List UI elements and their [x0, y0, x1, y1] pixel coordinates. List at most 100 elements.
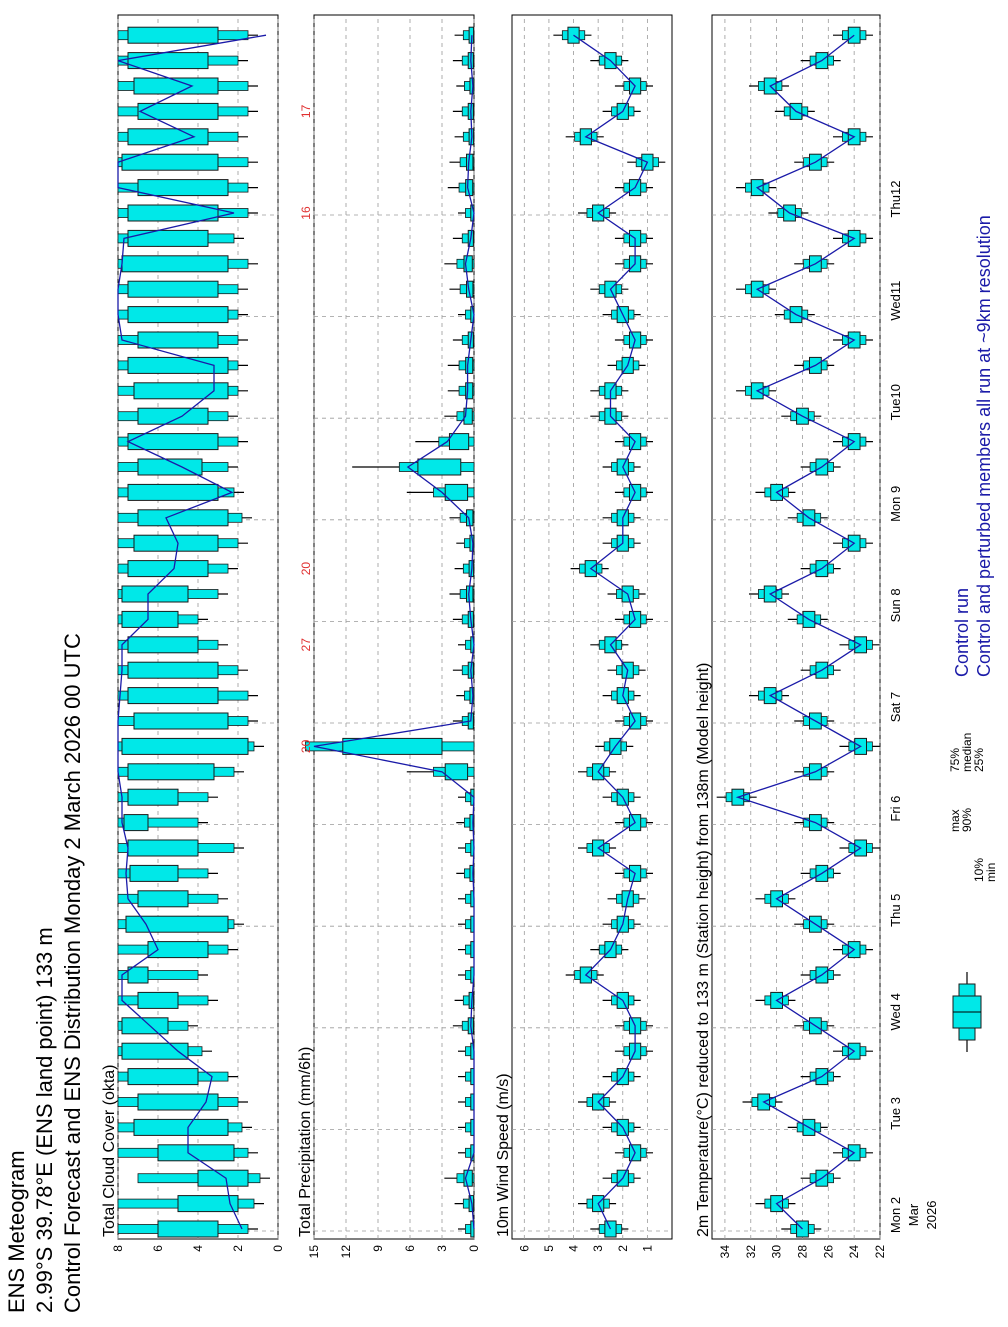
box-25-75 — [121, 153, 219, 171]
box-25-75 — [125, 915, 229, 933]
y-tick-label: 24 — [847, 1245, 861, 1259]
y-tick-label: 2 — [231, 1245, 245, 1252]
y-tick-label: 32 — [744, 1245, 758, 1259]
legend-10: 10% — [972, 858, 986, 882]
day-label: Tue10 — [888, 384, 903, 420]
y-tick-label: 2 — [616, 1245, 630, 1252]
precip-max-label: 20 — [299, 562, 313, 576]
box-25-75 — [137, 890, 189, 908]
y-tick-label: 4 — [567, 1245, 581, 1252]
legend-control-run: Control run — [952, 588, 972, 677]
box-25-75 — [127, 356, 229, 374]
day-label: Sun 8 — [888, 588, 903, 622]
header-line1: ENS Meteogram — [4, 1150, 29, 1313]
box-25-75 — [342, 737, 443, 755]
y-tick-label: 6 — [151, 1245, 165, 1252]
box-25-75 — [157, 1220, 219, 1238]
y-tick-label: 22 — [873, 1245, 887, 1259]
x-axis-labels: Mon 2 Tue 3 Wed 4 Thu 5 Fri 6 Sat 7 Sun 8 Mon 9… — [888, 181, 939, 1234]
box-25-75 — [127, 966, 149, 984]
precip-max-label: 27 — [299, 638, 313, 652]
box-25-75 — [127, 128, 209, 146]
control-line — [735, 34, 862, 1230]
precip-max-label: 20 — [299, 739, 313, 753]
day-label: Fri 6 — [888, 796, 903, 822]
box-25-75 — [137, 509, 229, 527]
y-tick-label: 6 — [517, 1245, 531, 1252]
month-label: Mar — [906, 1203, 921, 1226]
box-25-75 — [127, 687, 219, 705]
panel-title: Total Cloud Cover (okta) — [101, 1064, 118, 1237]
legend-min: min — [984, 863, 998, 882]
box-25-75 — [127, 204, 219, 222]
box-25-75 — [133, 1118, 229, 1136]
box-25-75 — [177, 1195, 239, 1213]
box-25-75 — [448, 433, 470, 451]
box-25-75 — [133, 534, 219, 552]
legend-median: median — [960, 733, 974, 772]
y-tick-label: 3 — [435, 1245, 449, 1252]
panel-frame — [313, 14, 475, 1240]
day-label: Tue 3 — [888, 1097, 903, 1130]
box-25-75 — [137, 179, 229, 197]
legend: max 90% 75% median 25% 10% min Control r… — [948, 215, 998, 1052]
year-label: 2026 — [924, 1201, 939, 1230]
control-line — [117, 34, 267, 1230]
precip-max-label: 17 — [299, 104, 313, 118]
box-25-75 — [127, 763, 215, 781]
day-label: Mon 9 — [888, 486, 903, 522]
y-tick-label: 4 — [191, 1245, 205, 1252]
box-25-75 — [137, 991, 179, 1009]
box-25-75 — [137, 407, 209, 425]
box-25-75 — [121, 1017, 169, 1035]
box-25-75 — [121, 737, 249, 755]
box-25-75 — [127, 661, 219, 679]
box-25-75 — [137, 458, 203, 476]
box-25-75 — [127, 636, 199, 654]
box-25-75 — [127, 229, 209, 247]
y-tick-label: 0 — [271, 1245, 285, 1252]
day-label: Thu12 — [888, 181, 903, 218]
box-25-75 — [197, 1169, 249, 1187]
y-tick-label: 6 — [403, 1245, 417, 1252]
box-25-75 — [127, 52, 209, 70]
y-tick-label: 15 — [307, 1245, 321, 1259]
box-25-75 — [123, 814, 149, 832]
box-25-75 — [465, 356, 474, 374]
day-label: Thu 5 — [888, 894, 903, 927]
legend-box-icon — [952, 972, 982, 1052]
box-25-75 — [137, 102, 219, 120]
legend-max: max — [948, 809, 962, 832]
box-25-75 — [129, 864, 179, 882]
legend-75: 75% — [948, 748, 962, 772]
box-25-75 — [133, 382, 229, 400]
box-25-75 — [127, 433, 219, 451]
box-25-75 — [127, 1068, 199, 1086]
box-25-75 — [121, 610, 179, 628]
box-25-75 — [121, 585, 189, 603]
precip-max-label: 16 — [299, 206, 313, 220]
y-tick-label: 1 — [640, 1245, 654, 1252]
panel-2: 10m Wind Speed (m/s) 1 2 3 4 5 6 — [495, 14, 673, 1252]
panel-1: Total Precipitation (mm/6h) 0 3 6 9 12 15 20 27 2… — [297, 14, 481, 1259]
panel-title: 10m Wind Speed (m/s) — [495, 1073, 512, 1237]
box-25-75 — [127, 560, 209, 578]
legend-25: 25% — [972, 748, 986, 772]
box-25-75 — [137, 1093, 219, 1111]
legend-members: Control and perturbed members all run at… — [974, 215, 994, 677]
y-tick-label: 3 — [591, 1245, 605, 1252]
y-tick-label: 8 — [111, 1245, 125, 1252]
y-tick-label: 9 — [371, 1245, 385, 1252]
box-25-75 — [121, 1042, 189, 1060]
panel-title: 2m Temperature(°C) reduced to 133 m (Sta… — [695, 663, 712, 1237]
box-25-75 — [121, 255, 229, 273]
y-tick-label: 5 — [542, 1245, 556, 1252]
y-tick-label: 26 — [821, 1245, 835, 1259]
control-line — [573, 34, 649, 1230]
box-25-75 — [127, 26, 219, 44]
y-tick-label: 12 — [339, 1245, 353, 1259]
panel-0: Total Cloud Cover (okta) 0 2 4 6 8 — [101, 14, 285, 1252]
header-line2: 2.99°S 39.78°E (ENS land point) 133 m — [32, 927, 57, 1313]
